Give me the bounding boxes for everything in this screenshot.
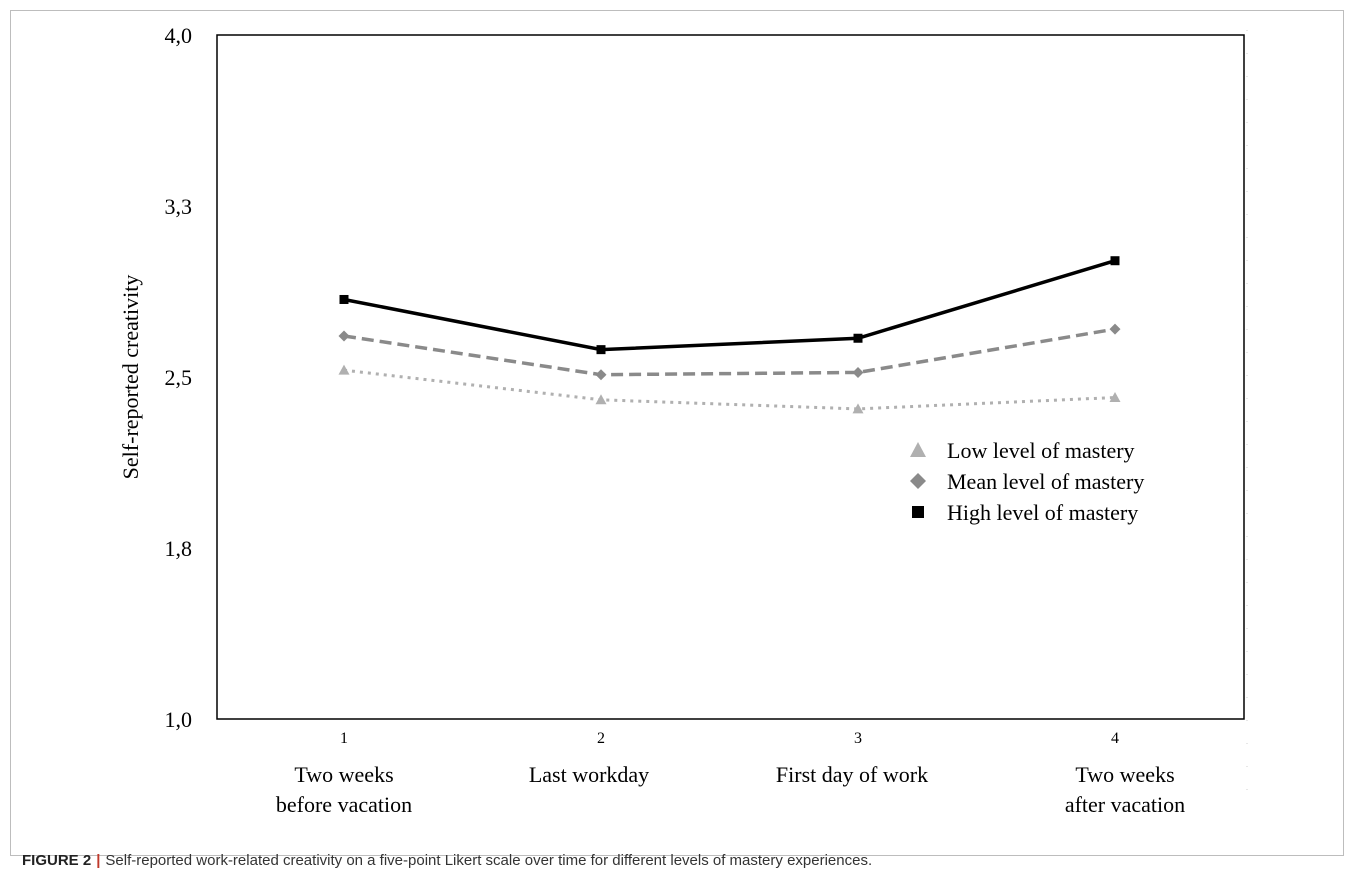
data-point-diamond (852, 366, 864, 378)
y-tick-label: 1,8 (165, 536, 193, 561)
data-point-diamond (595, 369, 607, 381)
x-tick-label: 1 (340, 730, 348, 747)
data-point-square (1110, 256, 1120, 266)
caption-text: Self-reported work-related creativity on… (105, 852, 873, 869)
x-category-label: after vacation (1065, 792, 1185, 817)
legend-label: Mean level of mastery (947, 469, 1144, 494)
x-category-label: Two weeks (294, 762, 393, 787)
x-tick-label: 2 (597, 730, 605, 747)
data-point-triangle (595, 394, 607, 405)
x-category-label: First day of work (776, 762, 928, 787)
y-tick-label: 1,0 (165, 707, 193, 732)
x-tick-label: 3 (854, 730, 862, 747)
plot-area-frame (216, 34, 1245, 720)
y-axis-label: Self-reported creativity (118, 275, 143, 480)
figure-frame (10, 10, 1344, 856)
legend-label: High level of mastery (947, 500, 1138, 525)
y-tick-label: 3,3 (165, 194, 193, 219)
data-point-square (339, 294, 349, 304)
data-point-diamond (1109, 323, 1121, 335)
data-point-triangle (1109, 392, 1121, 403)
x-category-label: before vacation (276, 792, 412, 817)
series-line-square (343, 259, 1116, 352)
series-line-triangle (343, 368, 1116, 411)
y-tick-label: 2,5 (165, 365, 193, 390)
legend-marker-square (912, 506, 924, 518)
caption-separator: | (96, 852, 101, 869)
data-point-square (596, 345, 606, 355)
data-point-triangle (338, 364, 350, 375)
data-point-square (853, 333, 863, 343)
x-tick-label: 4 (1111, 730, 1119, 747)
data-point-diamond (338, 330, 350, 342)
data-point-triangle (852, 403, 864, 414)
y-tick-label: 4,0 (165, 23, 193, 48)
x-category-label: Last workday (529, 762, 649, 787)
legend-marker-triangle (910, 442, 926, 457)
x-category-label: Two weeks (1075, 762, 1174, 787)
figure-caption: FIGURE 2 | Self-reported work-related crea… (22, 852, 1342, 869)
line-chart: 1,0 1,8 2,5 3,3 4,0 Self-reported creativity 1… (118, 23, 1248, 817)
legend-label: Low level of mastery (947, 438, 1135, 463)
series-line-diamond (343, 327, 1116, 377)
caption-label: FIGURE 2 (22, 852, 92, 869)
legend-marker-diamond (910, 473, 926, 489)
